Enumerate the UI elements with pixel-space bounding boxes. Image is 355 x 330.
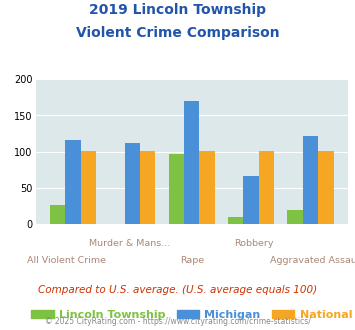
Text: © 2025 CityRating.com - https://www.cityrating.com/crime-statistics/: © 2025 CityRating.com - https://www.city… xyxy=(45,317,310,326)
Text: 2019 Lincoln Township: 2019 Lincoln Township xyxy=(89,3,266,17)
Text: Robbery: Robbery xyxy=(234,239,274,248)
Bar xyxy=(184,101,200,224)
Bar xyxy=(228,217,244,224)
Text: Rape: Rape xyxy=(180,256,204,265)
Bar xyxy=(244,176,259,224)
Bar xyxy=(65,140,81,224)
Bar xyxy=(140,151,155,224)
Text: All Violent Crime: All Violent Crime xyxy=(27,256,106,265)
Bar xyxy=(50,205,65,224)
Text: Murder & Mans...: Murder & Mans... xyxy=(89,239,170,248)
Bar xyxy=(200,151,215,224)
Bar xyxy=(169,154,184,224)
Bar xyxy=(318,151,334,224)
Text: Compared to U.S. average. (U.S. average equals 100): Compared to U.S. average. (U.S. average … xyxy=(38,285,317,295)
Legend: Lincoln Township, Michigan, National: Lincoln Township, Michigan, National xyxy=(27,306,355,324)
Text: Aggravated Assault: Aggravated Assault xyxy=(270,256,355,265)
Bar xyxy=(303,136,318,224)
Text: Violent Crime Comparison: Violent Crime Comparison xyxy=(76,26,279,40)
Bar xyxy=(125,143,140,224)
Bar xyxy=(259,151,274,224)
Bar xyxy=(81,151,96,224)
Bar xyxy=(287,210,303,224)
